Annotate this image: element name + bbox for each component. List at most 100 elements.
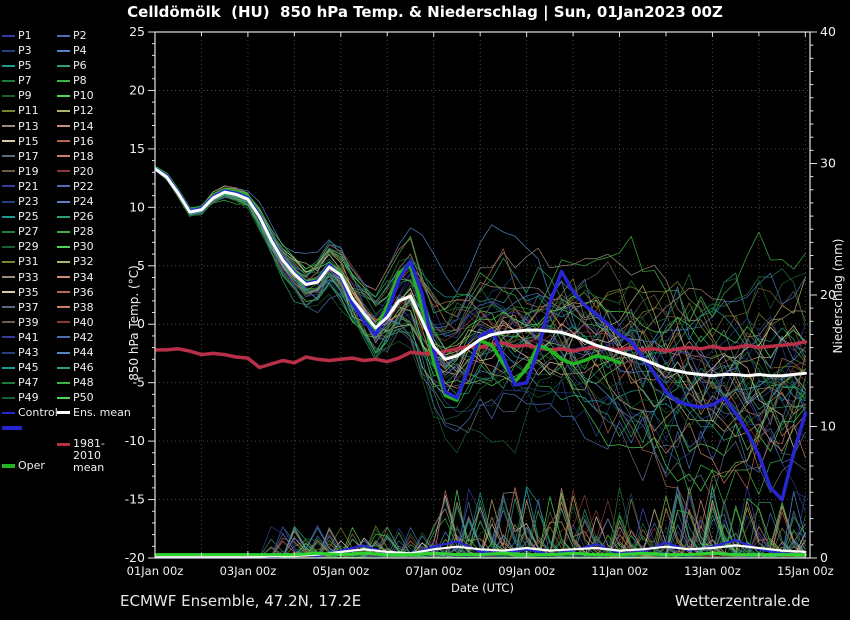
- legend-swatch: [57, 306, 70, 309]
- legend-label: P21: [18, 179, 39, 193]
- legend-entry: P24: [57, 194, 119, 209]
- legend-swatch: [2, 411, 15, 414]
- legend-label: P43: [18, 345, 39, 359]
- legend-swatch: [2, 291, 15, 294]
- legend-entry: P47: [2, 375, 57, 390]
- legend-label: P37: [18, 300, 39, 314]
- x-tick-label: 03Jan 00z: [220, 564, 277, 578]
- legend-row: P45 P46: [2, 360, 120, 375]
- legend-entry: P34: [57, 270, 119, 285]
- legend-entry: P10: [57, 88, 119, 103]
- legend-entry: P12: [57, 103, 119, 118]
- legend-label: P10: [73, 89, 94, 103]
- legend-entry: P38: [57, 300, 119, 315]
- legend-climate-cell: 1981-2010 mean: [57, 436, 120, 474]
- legend-entry: P37: [2, 300, 57, 315]
- legend-entry: P22: [57, 179, 119, 194]
- y-left-tick-label: -10: [125, 433, 145, 448]
- legend-label: P6: [73, 59, 87, 73]
- legend-entry: P31: [2, 254, 57, 269]
- legend-label: P23: [18, 195, 39, 209]
- legend-label: P16: [73, 134, 94, 148]
- legend-swatch: [2, 306, 15, 309]
- y-left-tick-label: -20: [125, 550, 145, 565]
- legend-row: P43 P44: [2, 345, 120, 360]
- legend-label: P44: [73, 345, 94, 359]
- y-right-tick-label: 20: [820, 287, 836, 302]
- footer-model-info: ECMWF Ensemble, 47.2N, 17.2E: [120, 592, 362, 610]
- legend-swatch: [57, 94, 70, 97]
- legend-label: P35: [18, 285, 39, 299]
- legend-label: P24: [73, 195, 94, 209]
- legend-label: Oper: [18, 459, 45, 473]
- legend-entry: P8: [57, 73, 119, 88]
- legend-swatch: [2, 49, 15, 52]
- legend-swatch: [2, 125, 15, 128]
- legend-row: P13 P14: [2, 119, 120, 134]
- legend-entry: P15: [2, 134, 57, 149]
- legend-label: Control: [18, 406, 58, 420]
- legend-label: P27: [18, 225, 39, 239]
- legend-row-control-thick: [2, 420, 120, 435]
- legend-entry: P16: [57, 134, 119, 149]
- legend-oper-cell: Oper: [2, 438, 57, 474]
- legend-entry: P6: [57, 58, 119, 73]
- x-axis-title: Date (UTC): [451, 581, 514, 595]
- x-tick-label: 11Jan 00z: [591, 564, 648, 578]
- legend-row: P39 P40: [2, 315, 120, 330]
- legend-row: P29 P30: [2, 239, 120, 254]
- x-tick-label: 09Jan 00z: [498, 564, 555, 578]
- legend-swatch: [57, 155, 70, 158]
- legend-swatch: [2, 321, 15, 324]
- legend-row: P17 P18: [2, 149, 120, 164]
- control-thick-swatch: [2, 425, 22, 430]
- legend-entry: P18: [57, 149, 119, 164]
- left-axis-title: 850 hPa Temp. (°C): [127, 265, 141, 381]
- legend-entry: P5: [2, 58, 57, 73]
- legend-entry: P40: [57, 315, 119, 330]
- legend-entry: P36: [57, 285, 119, 300]
- legend-label: P48: [73, 376, 94, 390]
- legend-label: P42: [73, 330, 94, 344]
- legend-entry: P2: [57, 28, 119, 43]
- legend-swatch: [2, 170, 15, 173]
- legend-swatch: [2, 276, 15, 279]
- legend-climate-label: 1981-2010 mean: [73, 436, 105, 474]
- legend-row: P19 P20: [2, 164, 120, 179]
- legend-row: P37 P38: [2, 300, 120, 315]
- legend-entry: Control: [2, 405, 58, 420]
- legend-entry: P35: [2, 285, 57, 300]
- legend-swatch: [57, 321, 70, 324]
- chart-title: Celldömölk (HU) 850 hPa Temp. & Niedersc…: [127, 3, 723, 21]
- legend-swatch: [57, 140, 70, 143]
- legend-swatch: [2, 79, 15, 82]
- legend-entry: P9: [2, 88, 57, 103]
- legend-label: P8: [73, 74, 87, 88]
- x-tick-label: 13Jan 00z: [684, 564, 741, 578]
- legend-swatch: [57, 276, 70, 279]
- legend-swatch: [57, 336, 70, 339]
- x-tick-label: 01Jan 00z: [127, 564, 184, 578]
- legend-label: P26: [73, 210, 94, 224]
- y-left-tick-label: -5: [133, 375, 145, 390]
- legend-label: P32: [73, 255, 94, 269]
- legend-swatch: [57, 34, 70, 37]
- x-tick-label: 07Jan 00z: [405, 564, 462, 578]
- legend-swatch: [2, 230, 15, 233]
- legend-row: P35 P36: [2, 285, 120, 300]
- legend-label: P38: [73, 300, 94, 314]
- legend-entry: P11: [2, 103, 57, 118]
- legend-label: Ens. mean: [73, 406, 131, 420]
- legend-entry: Ens. mean: [57, 405, 131, 420]
- legend-swatch: [2, 200, 15, 203]
- legend-swatch: [2, 463, 15, 468]
- legend-row: P47 P48: [2, 375, 120, 390]
- legend-entry: P25: [2, 209, 57, 224]
- legend-swatch: [57, 396, 70, 399]
- legend-entry: P21: [2, 179, 57, 194]
- legend-label: P1: [18, 29, 32, 42]
- legend-swatch: [2, 110, 15, 113]
- legend-entry: P27: [2, 224, 57, 239]
